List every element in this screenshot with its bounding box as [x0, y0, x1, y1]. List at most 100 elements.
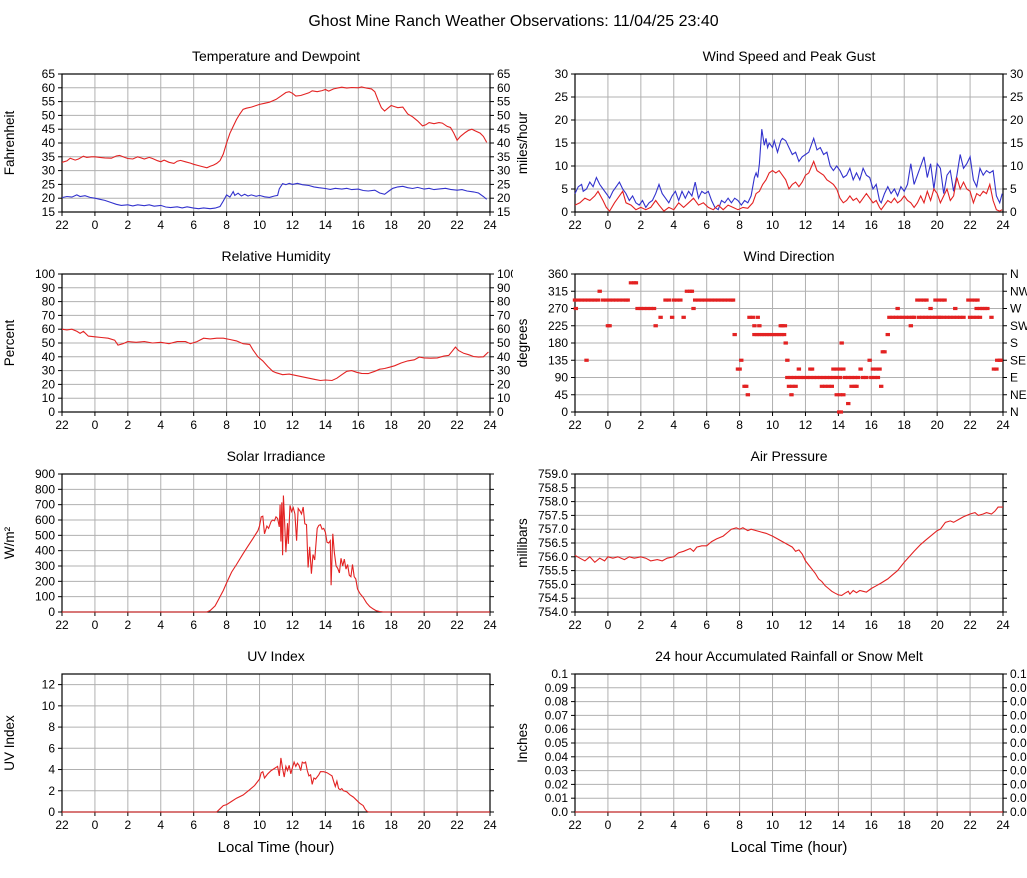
svg-text:60: 60: [42, 81, 56, 95]
svg-text:14: 14: [319, 818, 333, 832]
svg-text:25: 25: [42, 177, 56, 191]
svg-text:22: 22: [568, 218, 582, 232]
svg-text:18: 18: [898, 618, 912, 632]
svg-text:60: 60: [497, 322, 511, 336]
svg-text:4: 4: [157, 818, 164, 832]
svg-text:8: 8: [736, 618, 743, 632]
svg-text:Fahrenheit: Fahrenheit: [2, 110, 17, 175]
svg-text:4: 4: [670, 818, 677, 832]
svg-text:0: 0: [48, 605, 55, 619]
svg-text:6: 6: [703, 418, 710, 432]
svg-text:758.0: 758.0: [538, 495, 568, 509]
svg-text:Local Time (hour): Local Time (hour): [731, 839, 848, 856]
svg-text:4: 4: [157, 618, 164, 632]
svg-text:30: 30: [497, 164, 511, 178]
svg-text:16: 16: [865, 418, 879, 432]
svg-text:30: 30: [42, 364, 56, 378]
svg-text:10: 10: [497, 391, 511, 405]
svg-text:22: 22: [55, 418, 69, 432]
svg-text:18: 18: [385, 818, 399, 832]
svg-text:40: 40: [497, 350, 511, 364]
svg-text:24: 24: [996, 418, 1010, 432]
svg-text:Solar Irradiance: Solar Irradiance: [227, 448, 326, 464]
svg-text:22: 22: [568, 818, 582, 832]
svg-text:22: 22: [568, 418, 582, 432]
svg-text:4: 4: [157, 418, 164, 432]
svg-text:90: 90: [42, 281, 56, 295]
svg-text:10: 10: [1010, 159, 1024, 173]
svg-text:Air Pressure: Air Pressure: [750, 448, 827, 464]
svg-text:4: 4: [157, 218, 164, 232]
svg-text:0: 0: [92, 818, 99, 832]
svg-text:20: 20: [497, 377, 511, 391]
svg-text:20: 20: [930, 618, 944, 632]
svg-text:90: 90: [497, 281, 511, 295]
svg-text:8: 8: [223, 618, 230, 632]
svg-text:16: 16: [352, 618, 366, 632]
svg-text:18: 18: [385, 418, 399, 432]
svg-text:20: 20: [417, 418, 431, 432]
svg-text:16: 16: [352, 218, 366, 232]
svg-text:22: 22: [568, 618, 582, 632]
svg-text:30: 30: [42, 164, 56, 178]
svg-text:4: 4: [48, 763, 55, 777]
svg-text:0.0: 0.0: [1010, 805, 1027, 819]
svg-text:18: 18: [385, 218, 399, 232]
svg-text:0.03: 0.03: [1010, 764, 1027, 778]
svg-text:35: 35: [42, 150, 56, 164]
svg-text:N: N: [1010, 267, 1019, 281]
svg-text:35: 35: [497, 150, 511, 164]
svg-text:45: 45: [42, 122, 56, 136]
chart-air-pressure: 22 0 2 4 6 8 10 12 14 16 18 20 22 24754.0754.5755.075…: [515, 448, 1010, 632]
svg-text:900: 900: [35, 467, 55, 481]
svg-text:30: 30: [1010, 67, 1024, 81]
chart-relative-humidity: 22 0 2 4 6 8 10 12 14 16 18 20 22 2401020304050607080…: [2, 248, 513, 432]
svg-text:10: 10: [766, 618, 780, 632]
svg-text:22: 22: [963, 218, 977, 232]
svg-text:10: 10: [42, 391, 56, 405]
svg-text:135: 135: [548, 353, 568, 367]
svg-text:700: 700: [35, 498, 55, 512]
svg-text:757.5: 757.5: [538, 508, 568, 522]
svg-text:2: 2: [125, 218, 132, 232]
svg-text:E: E: [1010, 371, 1018, 385]
svg-text:8: 8: [736, 218, 743, 232]
svg-text:0.1: 0.1: [1010, 667, 1027, 681]
svg-text:10: 10: [555, 159, 569, 173]
svg-text:22: 22: [450, 618, 464, 632]
chart-rainfall: 22 0 2 4 6 8 10 12 14 16 18 20 22 240.00.010.020.030.…: [515, 648, 1027, 856]
svg-text:0: 0: [92, 218, 99, 232]
svg-text:757.0: 757.0: [538, 522, 568, 536]
svg-text:16: 16: [352, 418, 366, 432]
svg-text:20: 20: [42, 377, 56, 391]
svg-text:22: 22: [963, 418, 977, 432]
svg-text:12: 12: [286, 618, 300, 632]
svg-text:SE: SE: [1010, 353, 1026, 367]
svg-text:0.07: 0.07: [545, 708, 569, 722]
svg-text:0.02: 0.02: [545, 777, 569, 791]
svg-text:15: 15: [555, 136, 569, 150]
svg-text:759.0: 759.0: [538, 467, 568, 481]
svg-text:5: 5: [561, 182, 568, 196]
svg-text:55: 55: [42, 95, 56, 109]
svg-text:0.06: 0.06: [545, 722, 569, 736]
svg-text:0.09: 0.09: [545, 681, 569, 695]
svg-text:UV Index: UV Index: [2, 715, 17, 771]
svg-text:0: 0: [605, 618, 612, 632]
svg-text:6: 6: [190, 218, 197, 232]
svg-text:0.03: 0.03: [545, 764, 569, 778]
svg-text:600: 600: [35, 513, 55, 527]
svg-text:55: 55: [497, 95, 511, 109]
chart-wind-direction: 22 0 2 4 6 8 10 12 14 16 18 20 22 2404590135180225270…: [515, 248, 1027, 432]
svg-text:754.5: 754.5: [538, 591, 568, 605]
svg-text:10: 10: [253, 418, 267, 432]
svg-text:756.0: 756.0: [538, 550, 568, 564]
svg-text:0: 0: [605, 218, 612, 232]
svg-text:0.08: 0.08: [545, 695, 569, 709]
svg-text:40: 40: [497, 136, 511, 150]
svg-text:14: 14: [319, 418, 333, 432]
svg-text:4: 4: [670, 218, 677, 232]
svg-text:15: 15: [1010, 136, 1024, 150]
svg-text:45: 45: [555, 388, 569, 402]
